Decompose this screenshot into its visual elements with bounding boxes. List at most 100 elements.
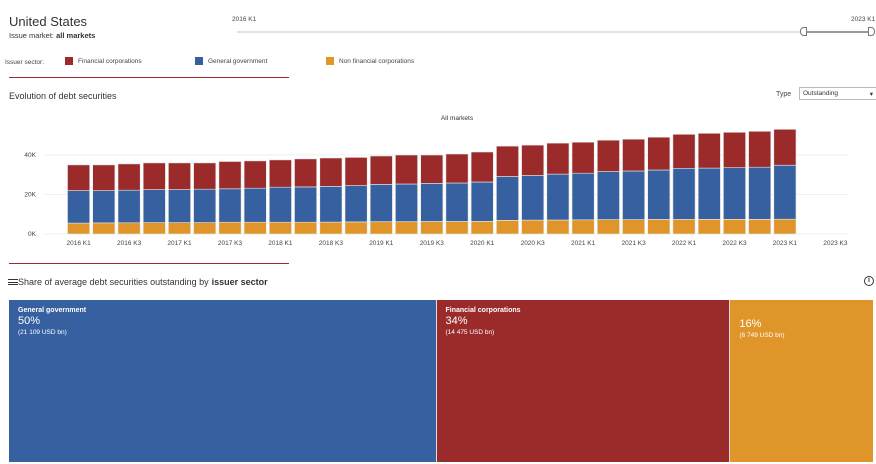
bar-segment-non-financial-corporations[interactable] [571, 219, 595, 235]
bar-segment-non-financial-corporations[interactable] [268, 221, 292, 235]
bar-segment-financial-corporations[interactable] [445, 153, 469, 184]
time-slider-track[interactable] [237, 31, 872, 33]
bar-segment-financial-corporations[interactable] [193, 162, 217, 190]
bar-segment-general-government[interactable] [319, 186, 343, 223]
treemap-cell-government[interactable]: General government 50% (21 109 USD bn) [9, 300, 437, 462]
legend-item-government[interactable]: General government [195, 57, 267, 65]
bar-segment-general-government[interactable] [445, 182, 469, 222]
bar-segment-non-financial-corporations[interactable] [622, 219, 646, 235]
bar-segment-financial-corporations[interactable] [92, 164, 116, 191]
bar-segment-financial-corporations[interactable] [546, 142, 570, 175]
bar-segment-non-financial-corporations[interactable] [596, 219, 620, 235]
bar-segment-general-government[interactable] [193, 188, 217, 223]
bar-segment-non-financial-corporations[interactable] [496, 220, 519, 235]
bar-segment-financial-corporations[interactable] [319, 157, 343, 187]
bar-segment-general-government[interactable] [344, 185, 368, 223]
bar-segment-general-government[interactable] [294, 186, 318, 223]
bar-segment-general-government[interactable] [142, 189, 166, 223]
bar-segment-financial-corporations[interactable] [243, 160, 267, 189]
bar-segment-non-financial-corporations[interactable] [723, 219, 746, 235]
bar-segment-non-financial-corporations[interactable] [243, 221, 267, 235]
treemap-cell-financial[interactable]: Financial corporations 34% (14 475 USD b… [436, 300, 731, 462]
bar-segment-general-government[interactable] [622, 170, 646, 220]
bar-segment-general-government[interactable] [672, 167, 696, 220]
bar-segment-general-government[interactable] [117, 189, 141, 224]
bar-segment-financial-corporations[interactable] [748, 130, 772, 168]
info-icon[interactable]: i [864, 276, 874, 286]
bar-segment-general-government[interactable] [218, 188, 242, 223]
bar-segment-non-financial-corporations[interactable] [369, 221, 393, 235]
bar-segment-non-financial-corporations[interactable] [294, 221, 318, 235]
bar-segment-non-financial-corporations[interactable] [420, 221, 444, 235]
bar-segment-non-financial-corporations[interactable] [521, 219, 545, 235]
bar-segment-general-government[interactable] [420, 183, 444, 222]
bar-segment-non-financial-corporations[interactable] [697, 219, 721, 235]
bar-segment-financial-corporations[interactable] [168, 162, 191, 190]
bar-segment-financial-corporations[interactable] [117, 163, 141, 191]
legend-item-financial[interactable]: Financial corporations [65, 57, 142, 65]
bar-segment-non-financial-corporations[interactable] [748, 219, 772, 235]
bar-segment-financial-corporations[interactable] [773, 128, 797, 166]
bar-segment-financial-corporations[interactable] [571, 141, 595, 174]
bar-segment-financial-corporations[interactable] [420, 154, 444, 184]
bar-segment-non-financial-corporations[interactable] [445, 221, 469, 235]
bar-segment-financial-corporations[interactable] [344, 157, 368, 186]
time-slider-range[interactable] [803, 31, 871, 33]
bar-segment-non-financial-corporations[interactable] [67, 222, 91, 235]
bar-segment-financial-corporations[interactable] [723, 131, 746, 169]
bar-segment-non-financial-corporations[interactable] [319, 221, 343, 235]
bar-segment-general-government[interactable] [268, 186, 292, 223]
bar-segment-general-government[interactable] [748, 166, 772, 220]
menu-icon[interactable] [8, 279, 18, 285]
bar-segment-general-government[interactable] [168, 189, 191, 223]
bar-segment-financial-corporations[interactable] [496, 145, 519, 177]
bar-segment-general-government[interactable] [773, 164, 797, 220]
bar-segment-general-government[interactable] [470, 181, 494, 222]
bar-segment-non-financial-corporations[interactable] [168, 222, 191, 235]
bar-segment-financial-corporations[interactable] [470, 151, 494, 183]
bar-segment-financial-corporations[interactable] [369, 155, 393, 185]
bar-segment-financial-corporations[interactable] [622, 138, 646, 172]
bar-segment-general-government[interactable] [395, 183, 418, 223]
bar-segment-financial-corporations[interactable] [596, 139, 620, 172]
legend-item-nonfinancial[interactable]: Non financial corporations [326, 57, 414, 65]
bar-segment-non-financial-corporations[interactable] [470, 221, 494, 235]
bar-segment-financial-corporations[interactable] [672, 133, 696, 169]
bar-segment-financial-corporations[interactable] [521, 144, 545, 176]
bar-segment-non-financial-corporations[interactable] [395, 221, 418, 235]
slider-handle-end[interactable] [868, 27, 875, 36]
bar-segment-non-financial-corporations[interactable] [92, 222, 116, 235]
bar-segment-financial-corporations[interactable] [268, 159, 292, 188]
bar-segment-general-government[interactable] [697, 167, 721, 220]
bar-segment-general-government[interactable] [571, 172, 595, 221]
bar-segment-financial-corporations[interactable] [67, 164, 91, 191]
bar-segment-general-government[interactable] [67, 190, 91, 224]
bar-segment-general-government[interactable] [521, 175, 545, 221]
bar-segment-financial-corporations[interactable] [218, 161, 242, 190]
bar-segment-general-government[interactable] [723, 167, 746, 220]
bar-segment-financial-corporations[interactable] [142, 162, 166, 190]
bar-segment-non-financial-corporations[interactable] [672, 219, 696, 235]
bar-segment-non-financial-corporations[interactable] [647, 219, 671, 235]
treemap-cell-nonfinancial[interactable]: 16% (6 749 USD bn) [730, 300, 873, 462]
bar-segment-non-financial-corporations[interactable] [193, 222, 217, 235]
bar-segment-general-government[interactable] [546, 173, 570, 221]
bar-segment-financial-corporations[interactable] [294, 158, 318, 188]
bar-segment-non-financial-corporations[interactable] [344, 221, 368, 235]
bar-segment-non-financial-corporations[interactable] [773, 218, 797, 235]
slider-handle-start[interactable] [800, 27, 807, 36]
bar-segment-financial-corporations[interactable] [647, 136, 671, 171]
bar-segment-financial-corporations[interactable] [395, 154, 418, 185]
bar-segment-non-financial-corporations[interactable] [218, 221, 242, 235]
bar-segment-general-government[interactable] [647, 169, 671, 220]
bar-segment-non-financial-corporations[interactable] [117, 222, 141, 235]
type-select[interactable]: Outstanding ▾ [799, 87, 876, 100]
bar-segment-general-government[interactable] [369, 184, 393, 223]
bar-segment-general-government[interactable] [596, 171, 620, 220]
bar-segment-general-government[interactable] [243, 187, 267, 223]
bar-segment-financial-corporations[interactable] [697, 132, 721, 169]
bar-segment-general-government[interactable] [496, 176, 519, 221]
bar-segment-non-financial-corporations[interactable] [142, 222, 166, 235]
bar-segment-general-government[interactable] [92, 190, 116, 224]
bar-segment-non-financial-corporations[interactable] [546, 219, 570, 235]
